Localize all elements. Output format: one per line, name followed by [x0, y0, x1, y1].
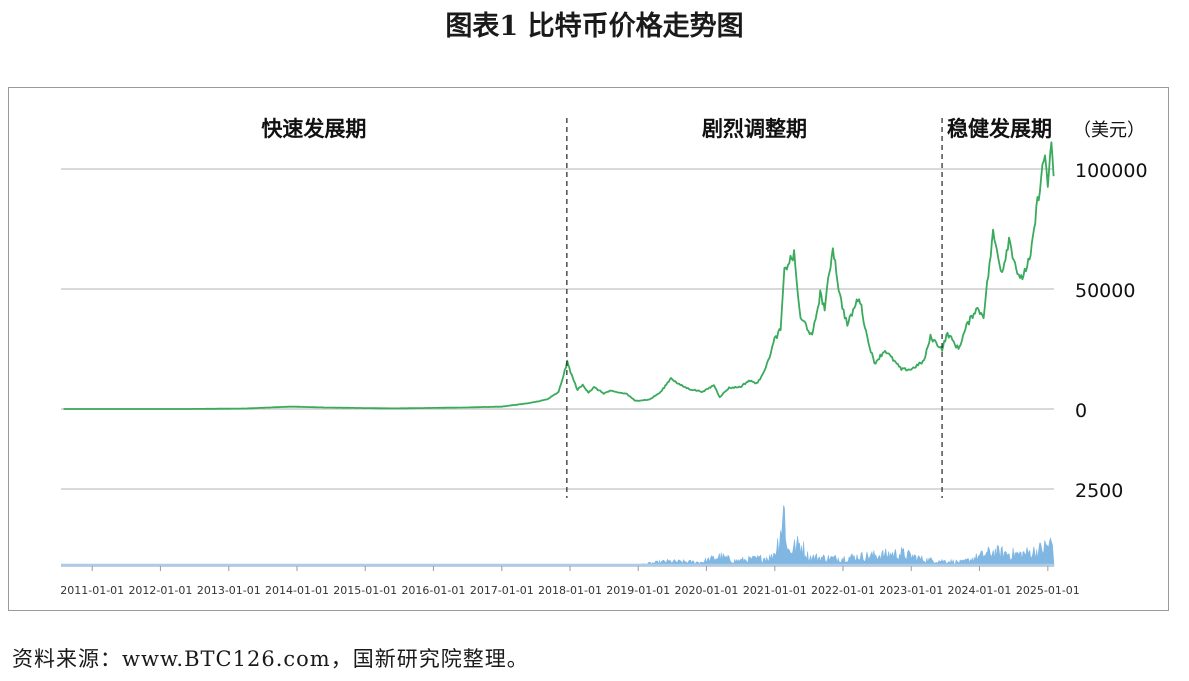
price-tick-label: 50000 — [1075, 280, 1135, 302]
volume-series — [61, 505, 1055, 567]
source-note: 资料来源：www.BTC126.com，国新研究院整理。 — [12, 647, 529, 671]
phase-label: 稳健发展期 — [947, 117, 1052, 141]
chart-frame: 05000010000002500（美元）快速发展期剧烈调整期稳健发展期2011… — [8, 87, 1169, 611]
x-tick-label: 2025-01-01 — [1016, 584, 1080, 597]
chart-title: 图表1 比特币价格走势图 — [445, 11, 744, 42]
x-tick-label: 2013-01-01 — [197, 584, 261, 597]
price-tick-label: 100000 — [1075, 160, 1148, 182]
x-tick-label: 2020-01-01 — [674, 584, 738, 597]
x-tick-label: 2015-01-01 — [333, 584, 397, 597]
x-tick-label: 2023-01-01 — [879, 584, 943, 597]
x-tick-label: 2024-01-01 — [947, 584, 1011, 597]
x-tick-label: 2014-01-01 — [265, 584, 329, 597]
x-tick-label: 2011-01-01 — [60, 584, 124, 597]
price-series — [63, 141, 1055, 410]
x-tick-label: 2017-01-01 — [470, 584, 534, 597]
x-tick-label: 2021-01-01 — [743, 584, 807, 597]
phase-label: 剧烈调整期 — [702, 117, 807, 141]
unit-label: （美元） — [1073, 120, 1145, 141]
price-tick-label: 0 — [1075, 400, 1087, 422]
x-tick-label: 2019-01-01 — [606, 584, 670, 597]
x-tick-label: 2018-01-01 — [538, 584, 602, 597]
x-tick-label: 2016-01-01 — [401, 584, 465, 597]
x-tick-label: 2022-01-01 — [811, 584, 875, 597]
phase-label: 快速发展期 — [261, 117, 366, 141]
price-chart: 05000010000002500（美元）快速发展期剧烈调整期稳健发展期2011… — [60, 117, 1148, 597]
x-tick-label: 2012-01-01 — [128, 584, 192, 597]
volume-tick-label: 2500 — [1075, 480, 1123, 502]
